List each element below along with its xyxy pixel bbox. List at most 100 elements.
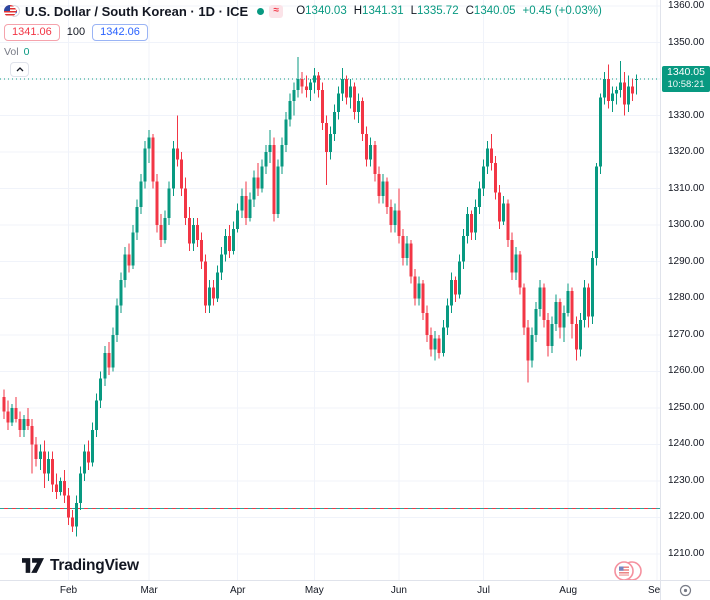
candle-body [248, 199, 252, 218]
candle-body [594, 166, 598, 259]
candle-body [220, 254, 224, 273]
candle-body [522, 287, 526, 328]
candle-body [486, 148, 490, 167]
open-value: 1340.03 [305, 5, 347, 17]
candle-body [433, 338, 437, 350]
candle-body [461, 236, 465, 262]
candle-body [276, 166, 280, 215]
candle-body [284, 119, 288, 145]
candle-body [30, 426, 34, 445]
candle-body [228, 236, 232, 251]
candle-body [260, 166, 264, 189]
candle-body [143, 148, 147, 182]
candle-body [437, 338, 441, 354]
price-tick-label: 1280.00 [668, 292, 705, 304]
candle-body [631, 86, 635, 94]
candle-body [171, 148, 175, 189]
candle-body [324, 122, 328, 153]
candle-body [566, 290, 570, 313]
price-tick-label: 1350.00 [668, 36, 705, 48]
high-label: H [353, 5, 363, 17]
symbol-title[interactable]: U.S. Dollar / South Korean · 1D · ICE [25, 3, 249, 19]
price-tick-label: 1310.00 [668, 182, 705, 194]
candle-body [538, 287, 542, 310]
candle-body [526, 327, 530, 361]
candle-body [578, 320, 582, 350]
candle-body [405, 243, 409, 259]
candle-body [292, 90, 296, 101]
high-value: 1341.31 [362, 5, 404, 17]
candle-body [320, 90, 324, 123]
candle-body [155, 181, 159, 226]
month-tick-label: Feb [59, 585, 78, 596]
candle-body [546, 320, 550, 346]
last-price-badge[interactable]: 1340.05 10:58:21 [662, 65, 710, 92]
volume-row: Vol 0 [4, 45, 602, 58]
change-value: +0.45 (+0.03%) [522, 5, 602, 17]
candle-body [365, 133, 369, 160]
candle-body [373, 144, 377, 175]
candle-body [574, 323, 578, 350]
symbol-row: U.S. Dollar / South Korean · 1D · ICE ≈ … [4, 2, 602, 20]
price-tick-label: 1360.00 [668, 0, 705, 11]
bar-countdown: 10:58:21 [667, 78, 705, 90]
candle-body [421, 283, 425, 313]
candle-body [502, 203, 506, 222]
candle-body [627, 86, 631, 105]
time-axis[interactable]: Feb Mar Apr May Jun Jul Aug Sep [0, 580, 666, 600]
candle-body [115, 305, 119, 335]
candle-body [107, 353, 111, 368]
buy-price-button[interactable]: 1342.06 [92, 23, 148, 41]
price-tick-label: 1230.00 [668, 474, 705, 486]
candle-body [542, 287, 546, 321]
candle-body [300, 79, 304, 87]
candle-body [159, 225, 163, 240]
candle-body [34, 444, 38, 460]
candle-body [91, 429, 95, 463]
open-label: O [296, 5, 306, 17]
tradingview-logo[interactable]: TradingView [22, 556, 139, 575]
candle-body [232, 228, 236, 251]
candle-body [264, 152, 268, 167]
candle-body [341, 79, 345, 94]
price-tick-label: 1220.00 [668, 511, 705, 523]
chart-plot-area[interactable]: U.S. Dollar / South Korean · 1D · ICE ≈ … [0, 0, 660, 580]
candle-body [2, 396, 6, 412]
candle-body [71, 517, 75, 527]
sell-price-button[interactable]: 1341.06 [4, 23, 60, 41]
candle-body [199, 239, 203, 262]
candle-body [18, 418, 22, 430]
candle-body [147, 137, 151, 149]
scale-settings-gear-icon[interactable] [679, 584, 692, 597]
price-tick-label: 1240.00 [668, 438, 705, 450]
market-status-icon[interactable] [257, 7, 265, 15]
candle-body [268, 144, 272, 153]
order-quantity[interactable]: 100 [66, 26, 86, 38]
month-tick-label: Apr [229, 585, 246, 596]
candle-body [453, 280, 457, 295]
delayed-data-icon[interactable]: ≈ [269, 4, 284, 18]
candle-body [425, 312, 429, 335]
candlestick-chart[interactable] [0, 0, 660, 580]
candle-body [635, 78, 639, 80]
candle-body [558, 301, 562, 328]
collapse-legend-button[interactable] [10, 62, 29, 77]
candle-body [296, 79, 300, 91]
candle-body [510, 239, 514, 273]
candle-body [623, 82, 627, 105]
price-axis[interactable]: 1360.001350.001340.001330.001320.001310.… [660, 0, 710, 580]
candle-body [514, 254, 518, 273]
candle-body [224, 236, 228, 255]
candle-body [95, 400, 99, 430]
candle-body [308, 82, 312, 91]
candle-body [42, 451, 46, 474]
candle-body [187, 217, 191, 244]
candle-body [280, 144, 284, 167]
candle-body [369, 144, 373, 160]
candle-body [14, 407, 18, 419]
candle-body [163, 217, 167, 240]
month-tick-label: Sep [647, 585, 666, 596]
candle-body [389, 206, 393, 226]
candle-body [62, 480, 66, 496]
